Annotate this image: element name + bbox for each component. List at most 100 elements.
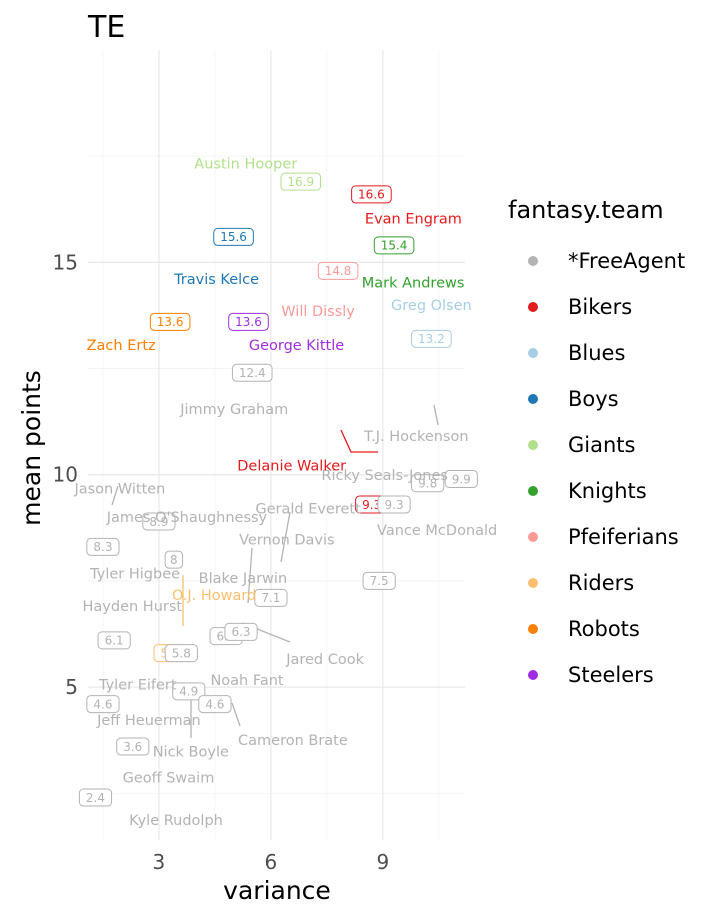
legend-title: fantasy.team — [508, 196, 664, 224]
value-badge-box — [224, 622, 258, 641]
value-badge-text: 3.6 — [123, 740, 142, 754]
value-badge: 4.6 — [86, 695, 120, 714]
point-name-label: George Kittle — [249, 338, 344, 354]
value-badge-box — [164, 550, 184, 569]
point-name-label: James O'Shaughnessy — [106, 510, 268, 526]
legend-label: Knights — [568, 479, 647, 503]
value-badge-box — [116, 737, 150, 756]
legend-label: Pfeiferians — [568, 525, 679, 549]
point-name-label: Kyle Rudolph — [129, 813, 223, 829]
value-badge: 15.6 — [213, 227, 254, 246]
point-name-label: Delanie Walker — [237, 458, 346, 474]
value-badge: 16.6 — [351, 185, 392, 204]
value-badge: 9.9 — [444, 469, 478, 488]
legend: fantasy.team *FreeAgent Bikers Blues Boys Gi… — [508, 196, 685, 698]
value-badge-box — [149, 312, 191, 331]
legend-item: Robots — [508, 606, 685, 652]
legend-dot-icon — [528, 256, 538, 266]
value-badge-box — [280, 172, 322, 191]
value-badge-text: 13.6 — [235, 315, 262, 329]
label-leader-line — [340, 429, 378, 453]
value-badge-box — [78, 788, 113, 807]
value-badge-text: 15.4 — [381, 239, 408, 253]
label-leader-line — [231, 702, 241, 727]
value-badge-box — [213, 227, 254, 246]
value-badge-text: 5.8 — [172, 646, 191, 660]
legend-item: Steelers — [508, 652, 685, 698]
value-badge: 8 — [164, 550, 184, 569]
legend-item: Riders — [508, 560, 685, 606]
point-name-label: Jeff Heuerman — [96, 713, 201, 729]
legend-dot-icon — [528, 394, 538, 404]
value-badge-text: 8.9 — [149, 515, 168, 529]
value-badge: 13.2 — [411, 329, 452, 348]
value-badge-text: 13.2 — [418, 332, 445, 346]
point-name-label: Mark Andrews — [362, 275, 465, 291]
value-badge-box — [351, 185, 392, 204]
point-name-label: Vernon Davis — [239, 533, 335, 549]
value-badge: 3.6 — [116, 737, 150, 756]
value-badge-text: 4.6 — [205, 697, 224, 711]
value-badge-box — [373, 236, 415, 255]
point-name-label: Austin Hooper — [194, 157, 297, 173]
legend-item: Knights — [508, 468, 685, 514]
point-name-label: Hayden Hurst — [83, 599, 183, 615]
label-leader-line — [433, 404, 439, 426]
value-badge-text: 9.9 — [452, 472, 471, 486]
value-badge-text: 7.1 — [261, 591, 280, 605]
point-name-label: Jared Cook — [285, 652, 364, 668]
legend-item: Blues — [508, 330, 685, 376]
legend-dot-icon — [528, 532, 538, 542]
value-badge: 4.9 — [172, 682, 206, 701]
legend-label: Giants — [568, 433, 636, 457]
legend-item: Boys — [508, 376, 685, 422]
point-name-label: Jason Witten — [73, 481, 165, 497]
value-badge-box — [444, 469, 478, 488]
value-badge-box — [231, 363, 273, 382]
label-leader-line — [280, 511, 291, 563]
label-leader-line — [111, 485, 119, 506]
value-badge: 7.1 — [254, 588, 288, 607]
value-badge-text: 6.3 — [231, 625, 250, 639]
point-name-label: Jimmy Graham — [179, 402, 288, 418]
value-badge-text: 4.9 — [179, 685, 198, 699]
value-badge-text: 12.4 — [239, 366, 266, 380]
x-tick-label: 9 — [377, 850, 390, 874]
y-axis-title: mean points — [17, 370, 46, 526]
value-badge-text: 8.3 — [93, 540, 112, 554]
legend-item: Pfeiferians — [508, 514, 685, 560]
value-badge: 7.5 — [362, 571, 396, 590]
point-name-label: Noah Fant — [210, 673, 283, 689]
value-badge-box — [172, 682, 206, 701]
point-name-label: Ricky Seals-Jones — [321, 468, 448, 484]
grid — [88, 50, 465, 840]
value-badge: 16.9 — [280, 172, 322, 191]
label-leader-line — [247, 547, 253, 604]
point-name-label: Tyler Higbee — [89, 566, 180, 582]
y-tick-label: 15 — [53, 250, 78, 274]
value-badge-box — [362, 571, 396, 590]
value-badge-box — [411, 329, 452, 348]
value-badge-text: 7.5 — [370, 574, 389, 588]
value-badge-box — [254, 588, 288, 607]
value-badge-text: 9.3 — [362, 498, 381, 512]
value-badge: 14.8 — [317, 261, 359, 280]
legend-label: Bikers — [568, 295, 633, 319]
legend-label: Robots — [568, 617, 640, 641]
legend-dot-icon — [528, 578, 538, 588]
legend-item: Bikers — [508, 284, 685, 330]
value-badge: 9.8 — [411, 474, 445, 493]
value-badge-box — [164, 644, 198, 663]
value-badge: 13.6 — [228, 312, 269, 331]
axes: 3 6 9 5 10 15 — [53, 250, 390, 874]
x-tick-label: 6 — [265, 850, 278, 874]
legend-dot-icon — [528, 302, 538, 312]
x-axis-title: variance — [223, 876, 331, 905]
value-badge: 12.4 — [231, 363, 273, 382]
legend-dot-icon — [528, 440, 538, 450]
legend-item: Giants — [508, 422, 685, 468]
point-name-label: Zach Ertz — [87, 338, 156, 354]
value-badge: 13.6 — [149, 312, 191, 331]
value-badge-text: 4.6 — [93, 697, 112, 711]
